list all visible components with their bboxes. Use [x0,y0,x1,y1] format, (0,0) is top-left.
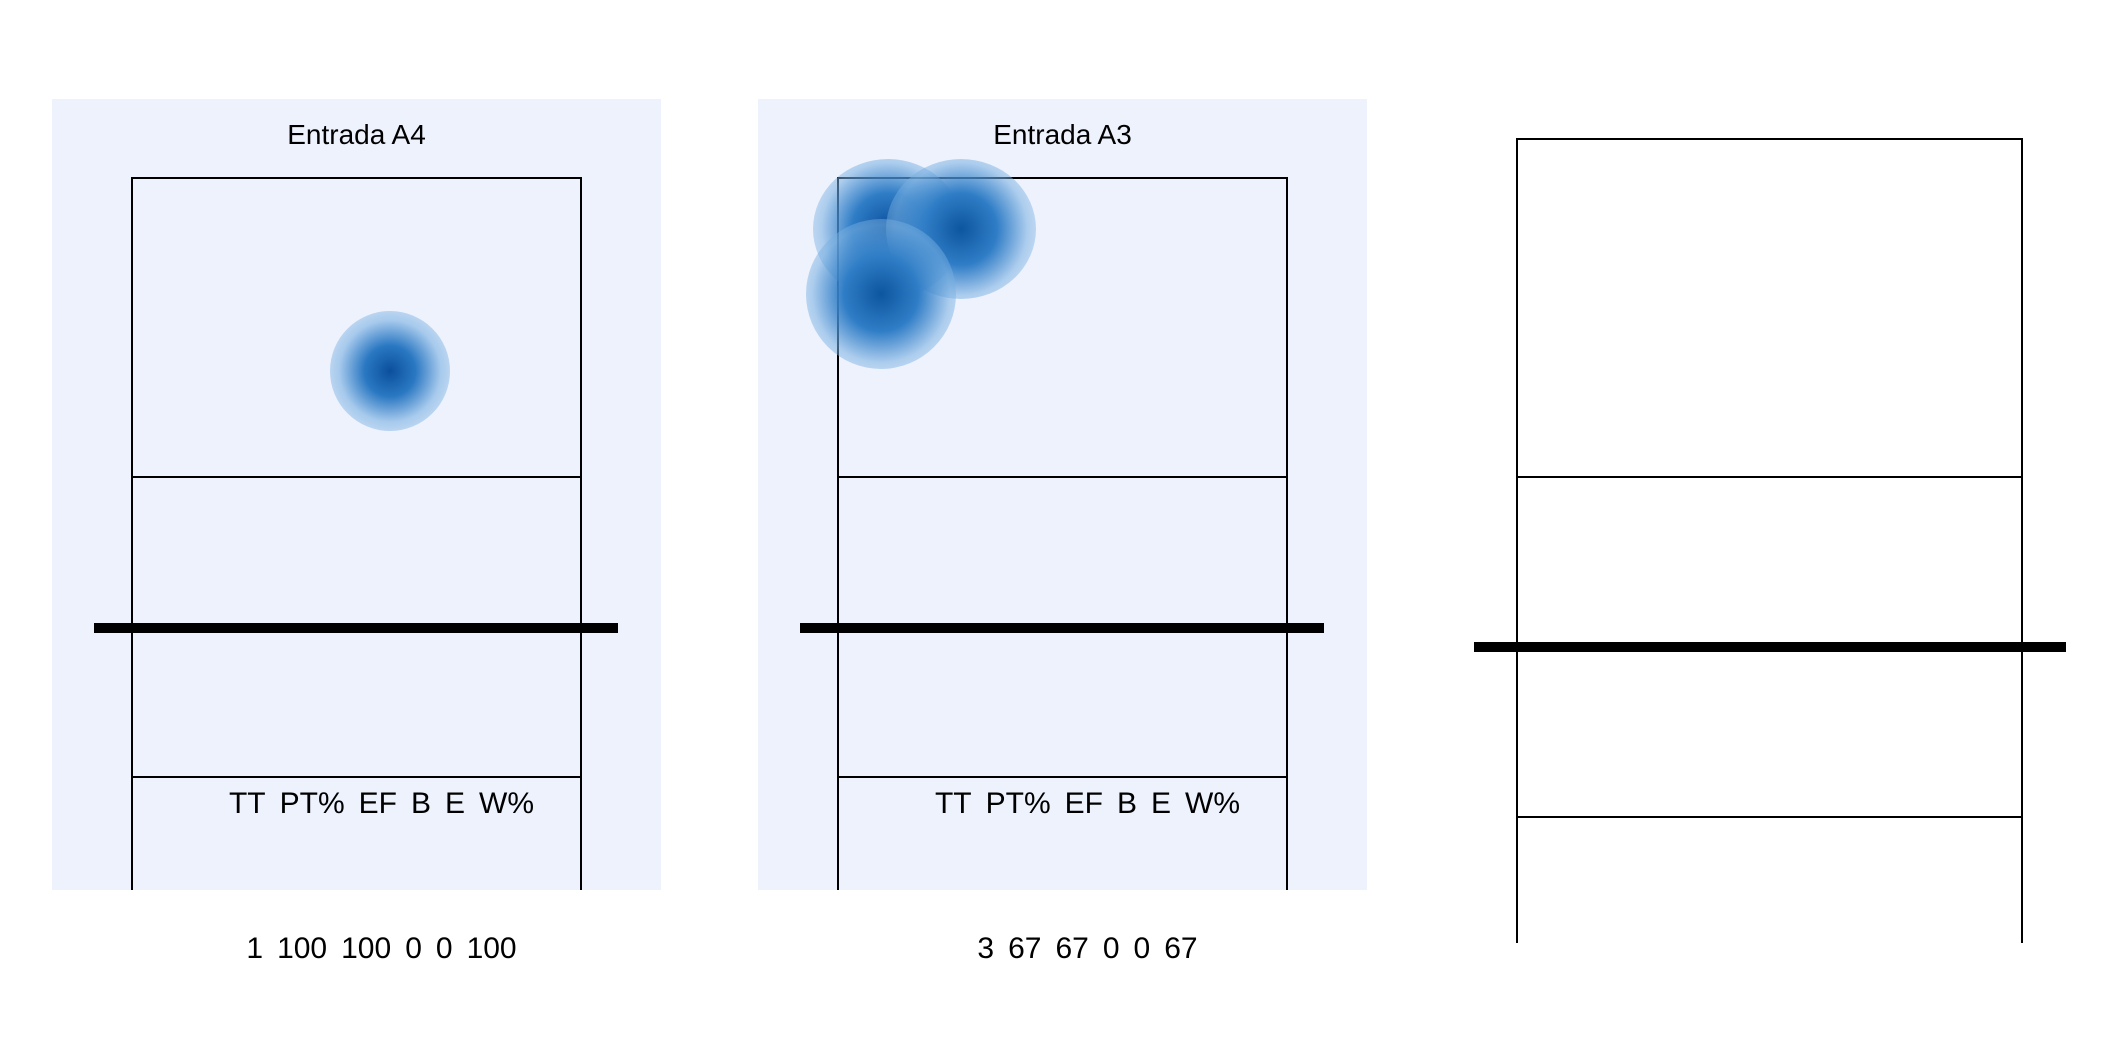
empty-court-panel [1472,138,2072,943]
stat-value-pt: 100 [277,932,328,965]
stat-header-pt: PT% [985,787,1051,820]
court-outline [1516,138,2023,943]
stat-header-w: W% [479,787,535,820]
stats-header-row: TT PT% EF B E W% [131,760,582,847]
stats-value-row: 1 100 100 0 0 100 [131,905,582,992]
stat-header-ef: EF [1064,787,1103,820]
stat-value-pt: 67 [1008,932,1042,965]
stat-header-b: B [1117,787,1138,820]
attack-line-top [837,476,1288,478]
panel-title: Entrada A3 [993,119,1132,150]
stats-table: TT PT% EF B E W% 1 100 100 0 0 100 [131,702,582,1050]
stat-value-tt: 3 [977,932,995,965]
panel-title: Entrada A4 [287,119,426,150]
stat-value-b: 0 [405,932,422,965]
attack-line-bottom [837,776,1288,778]
stat-value-ef: 100 [341,932,392,965]
stat-header-w: W% [1185,787,1241,820]
stat-header-e: E [445,787,466,820]
attack-line-bottom [1516,816,2023,818]
heatmap-panel-a3: Entrada A3 TT PT% EF B E W% 3 67 67 0 0 67 [758,99,1367,964]
stat-value-b: 0 [1102,932,1120,965]
stat-header-ef: EF [358,787,397,820]
stat-value-e: 0 [1133,932,1151,965]
net-line [94,623,618,633]
heatmap-panel-a4: Entrada A4 TT PT% EF B E W% 1 100 100 0 0 100 [52,99,661,964]
stat-value-ef: 67 [1055,932,1089,965]
heat-spot [330,311,450,431]
stat-header-pt: PT% [279,787,345,820]
net-line [1474,642,2066,652]
attack-line-top [1516,476,2023,478]
stats-value-row: 3 67 67 0 0 67 [837,905,1288,992]
stat-value-w: 100 [466,932,517,965]
court-outline [837,177,1288,890]
stat-value-tt: 1 [246,932,264,965]
stat-header-tt: TT [228,787,266,820]
heat-spot [806,219,956,369]
stat-header-b: B [411,787,432,820]
stat-value-w: 67 [1164,932,1198,965]
stat-header-tt: TT [934,787,972,820]
attack-line-top [131,476,582,478]
stat-value-e: 0 [435,932,453,965]
net-line [800,623,1324,633]
court-outline [131,177,582,890]
attack-line-bottom [131,776,582,778]
stats-table: TT PT% EF B E W% 3 67 67 0 0 67 [837,702,1288,1050]
stats-header-row: TT PT% EF B E W% [837,760,1288,847]
stat-header-e: E [1151,787,1172,820]
